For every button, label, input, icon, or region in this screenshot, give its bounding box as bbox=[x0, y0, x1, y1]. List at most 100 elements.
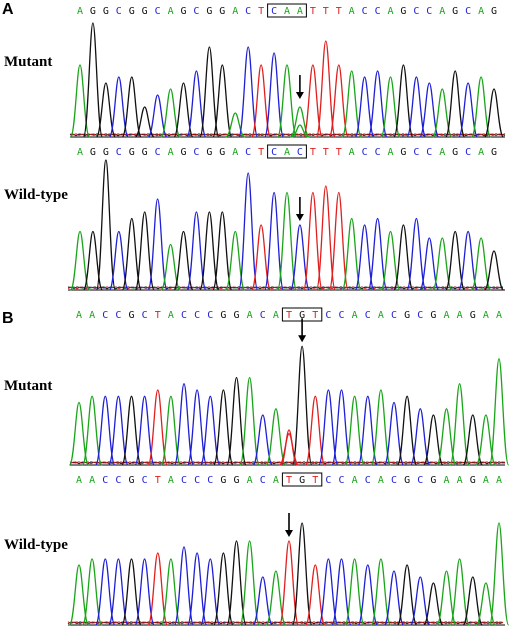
panel-b-wildtype-peak-17 bbox=[291, 522, 313, 626]
panel-a-mutant-peak-25 bbox=[393, 64, 414, 138]
panel-b-wildtype-peak-30 bbox=[462, 576, 484, 626]
panel-b-mutant-peak-15 bbox=[265, 408, 287, 466]
panel-b-wildtype-base-30: G bbox=[470, 475, 476, 486]
panel-b-wildtype-base-20: C bbox=[338, 475, 344, 486]
panel-a-wildtype-peak-25 bbox=[393, 224, 414, 291]
panel-b-wildtype-peak-12 bbox=[226, 540, 247, 626]
panel-a-mutant-peak-2 bbox=[95, 82, 117, 138]
panel-b-wildtype-base-3: C bbox=[115, 475, 121, 486]
panel-a-wildtype-base-0: A bbox=[77, 147, 83, 158]
panel-b-mutant-peak-7 bbox=[160, 395, 182, 466]
panel-a-mutant-peak-11 bbox=[212, 64, 233, 138]
panel-b-wildtype-base-26: C bbox=[417, 475, 423, 486]
panel-a-wildtype-base-32: G bbox=[491, 147, 497, 158]
panel-a-wildtype-base-12: A bbox=[232, 147, 238, 158]
panel-b-mutant-peak-32 bbox=[488, 358, 510, 466]
panel-b-mutant-peak-11 bbox=[213, 389, 234, 466]
panel-b-mutant-peak-9 bbox=[186, 389, 208, 466]
panel-a-wildtype-peak-9 bbox=[186, 211, 207, 291]
panel-a-mutant-base-3: C bbox=[116, 6, 122, 17]
panel-b-mutant-base-24: C bbox=[391, 310, 397, 321]
panel-b-mutant-peak-0 bbox=[68, 401, 90, 466]
panel-b-wildtype-base-5: C bbox=[142, 475, 148, 486]
panel-b-wildtype-peak-0 bbox=[68, 564, 90, 626]
panel-b-wildtype-peak-25 bbox=[396, 564, 418, 626]
panel-b-wildtype-peak-4 bbox=[121, 558, 142, 626]
panel-b-mutant-peak-1 bbox=[81, 395, 103, 466]
panel-b-mutant-peak-3 bbox=[108, 395, 129, 466]
panel-b-wildtype-peak-15 bbox=[265, 570, 287, 626]
panel-a-wildtype-peak-31 bbox=[470, 237, 492, 291]
panel-b-mutant-base-4: G bbox=[128, 310, 134, 321]
panel-a-mutant-peak-3 bbox=[108, 76, 129, 138]
panel-b-mutant-base-23: A bbox=[378, 310, 384, 321]
panel-b-mutant-base-14: C bbox=[260, 310, 266, 321]
panel-b-mutant-peak-24 bbox=[383, 401, 405, 466]
panel-a-mutant-noise-g bbox=[70, 133, 506, 137]
panel-a-wildtype-base-1: G bbox=[90, 147, 96, 158]
panel-a-mutant-base-19: T bbox=[323, 6, 329, 17]
panel-a-wildtype-base-21: A bbox=[349, 147, 355, 158]
panel-a-wildtype-peak-23 bbox=[367, 217, 388, 291]
panel-a-wildtype-peak-32 bbox=[483, 250, 505, 291]
panel-a-mutant-base-31: A bbox=[478, 6, 484, 17]
panel-b-mutant-label: Mutant bbox=[4, 378, 52, 394]
panel-a-wildtype-peak-21 bbox=[341, 217, 362, 291]
panel-a-wildtype-base-3: C bbox=[116, 147, 122, 158]
panel-b-wildtype-peak-20 bbox=[331, 558, 352, 626]
panel-b-wildtype-peak-8 bbox=[173, 546, 195, 626]
panel-a-mutant-peak-19 bbox=[315, 40, 336, 138]
panel-b-mutant-base-13: A bbox=[247, 310, 253, 321]
panel-a-mutant-base-2: G bbox=[103, 6, 109, 17]
trace-layer: A G G C G G C A G C G G A C T C A A T T T A C C A G C C A G C A GA G G C G G C… bbox=[67, 3, 510, 626]
panel-a-mutant-base-21: A bbox=[349, 6, 355, 17]
panel-b-mutant-peak-22 bbox=[357, 395, 379, 466]
panel-b-mutant-base-2: C bbox=[102, 310, 108, 321]
panel-b-wildtype-base-32: A bbox=[496, 475, 502, 486]
panel-a-mutant-base-6: C bbox=[155, 6, 161, 17]
panel-b-wildtype-peak-29 bbox=[449, 558, 470, 626]
panel-b-mutant-peak-20 bbox=[331, 389, 352, 466]
panel-a-wildtype-base-26: C bbox=[413, 147, 419, 158]
panel-b-wildtype-peak-1 bbox=[81, 558, 103, 626]
panel-b-mutant-secondary-peak-0 bbox=[280, 429, 298, 466]
panel-b-wildtype-base-0: A bbox=[76, 475, 82, 486]
panel-b-wildtype-arrow-head bbox=[285, 530, 293, 537]
panel-a-mutant-peak-28 bbox=[432, 88, 453, 138]
panel-b-wildtype-base-13: A bbox=[247, 475, 253, 486]
panel-a-wildtype-base-29: G bbox=[452, 147, 458, 158]
panel-b-mutant-base-10: C bbox=[207, 310, 213, 321]
panel-a-mutant-base-26: C bbox=[413, 6, 419, 17]
panel-a-mutant-base-13: C bbox=[245, 6, 251, 17]
panel-a-mutant-peak-32 bbox=[483, 88, 505, 138]
panel-b-wildtype-peak-3 bbox=[108, 558, 129, 626]
panel-a-wildtype-base-8: G bbox=[180, 147, 186, 158]
panel-b-mutant-peak-4 bbox=[121, 395, 142, 466]
panel-a-wildtype-peak-18 bbox=[302, 191, 324, 291]
panel-b-mutant-base-31: A bbox=[483, 310, 489, 321]
panel-b-wildtype-peak-7 bbox=[160, 558, 182, 626]
panel-a-wildtype-base-4: G bbox=[129, 147, 135, 158]
panel-b-wildtype-base-11: G bbox=[220, 475, 226, 486]
panel-a-wildtype-peak-16 bbox=[276, 191, 298, 291]
panel-b-mutant-peak-8 bbox=[173, 383, 195, 466]
panel-b-mutant-base-3: C bbox=[115, 310, 121, 321]
panel-a-wildtype-base-17: C bbox=[297, 147, 303, 158]
panel-a-mutant-base-15: C bbox=[271, 6, 277, 17]
panel-a-mutant-peak-21 bbox=[341, 70, 362, 138]
panel-a-mutant-base-17: A bbox=[297, 6, 303, 17]
panel-b-wildtype-base-2: C bbox=[102, 475, 108, 486]
panel-a-mutant-base-20: T bbox=[336, 6, 342, 17]
panel-a-wildtype-peak-5 bbox=[134, 211, 155, 291]
panel-a-mutant-peak-15 bbox=[263, 52, 285, 138]
panel-b-wildtype-base-6: T bbox=[155, 475, 161, 486]
panel-b-wildtype-peak-22 bbox=[357, 564, 379, 626]
panel-b-mutant-base-16: T bbox=[286, 310, 292, 321]
panel-b-mutant-base-8: C bbox=[181, 310, 187, 321]
panel-b-mutant-peak-5 bbox=[134, 395, 155, 466]
panel-b-wildtype-base-31: A bbox=[483, 475, 489, 486]
panel-a-mutant-peak-20 bbox=[328, 64, 349, 138]
panel-b-wildtype-peak-5 bbox=[134, 558, 155, 626]
panel-a-mutant-peak-23 bbox=[367, 70, 388, 138]
panel-a-mutant-base-27: C bbox=[426, 6, 432, 17]
